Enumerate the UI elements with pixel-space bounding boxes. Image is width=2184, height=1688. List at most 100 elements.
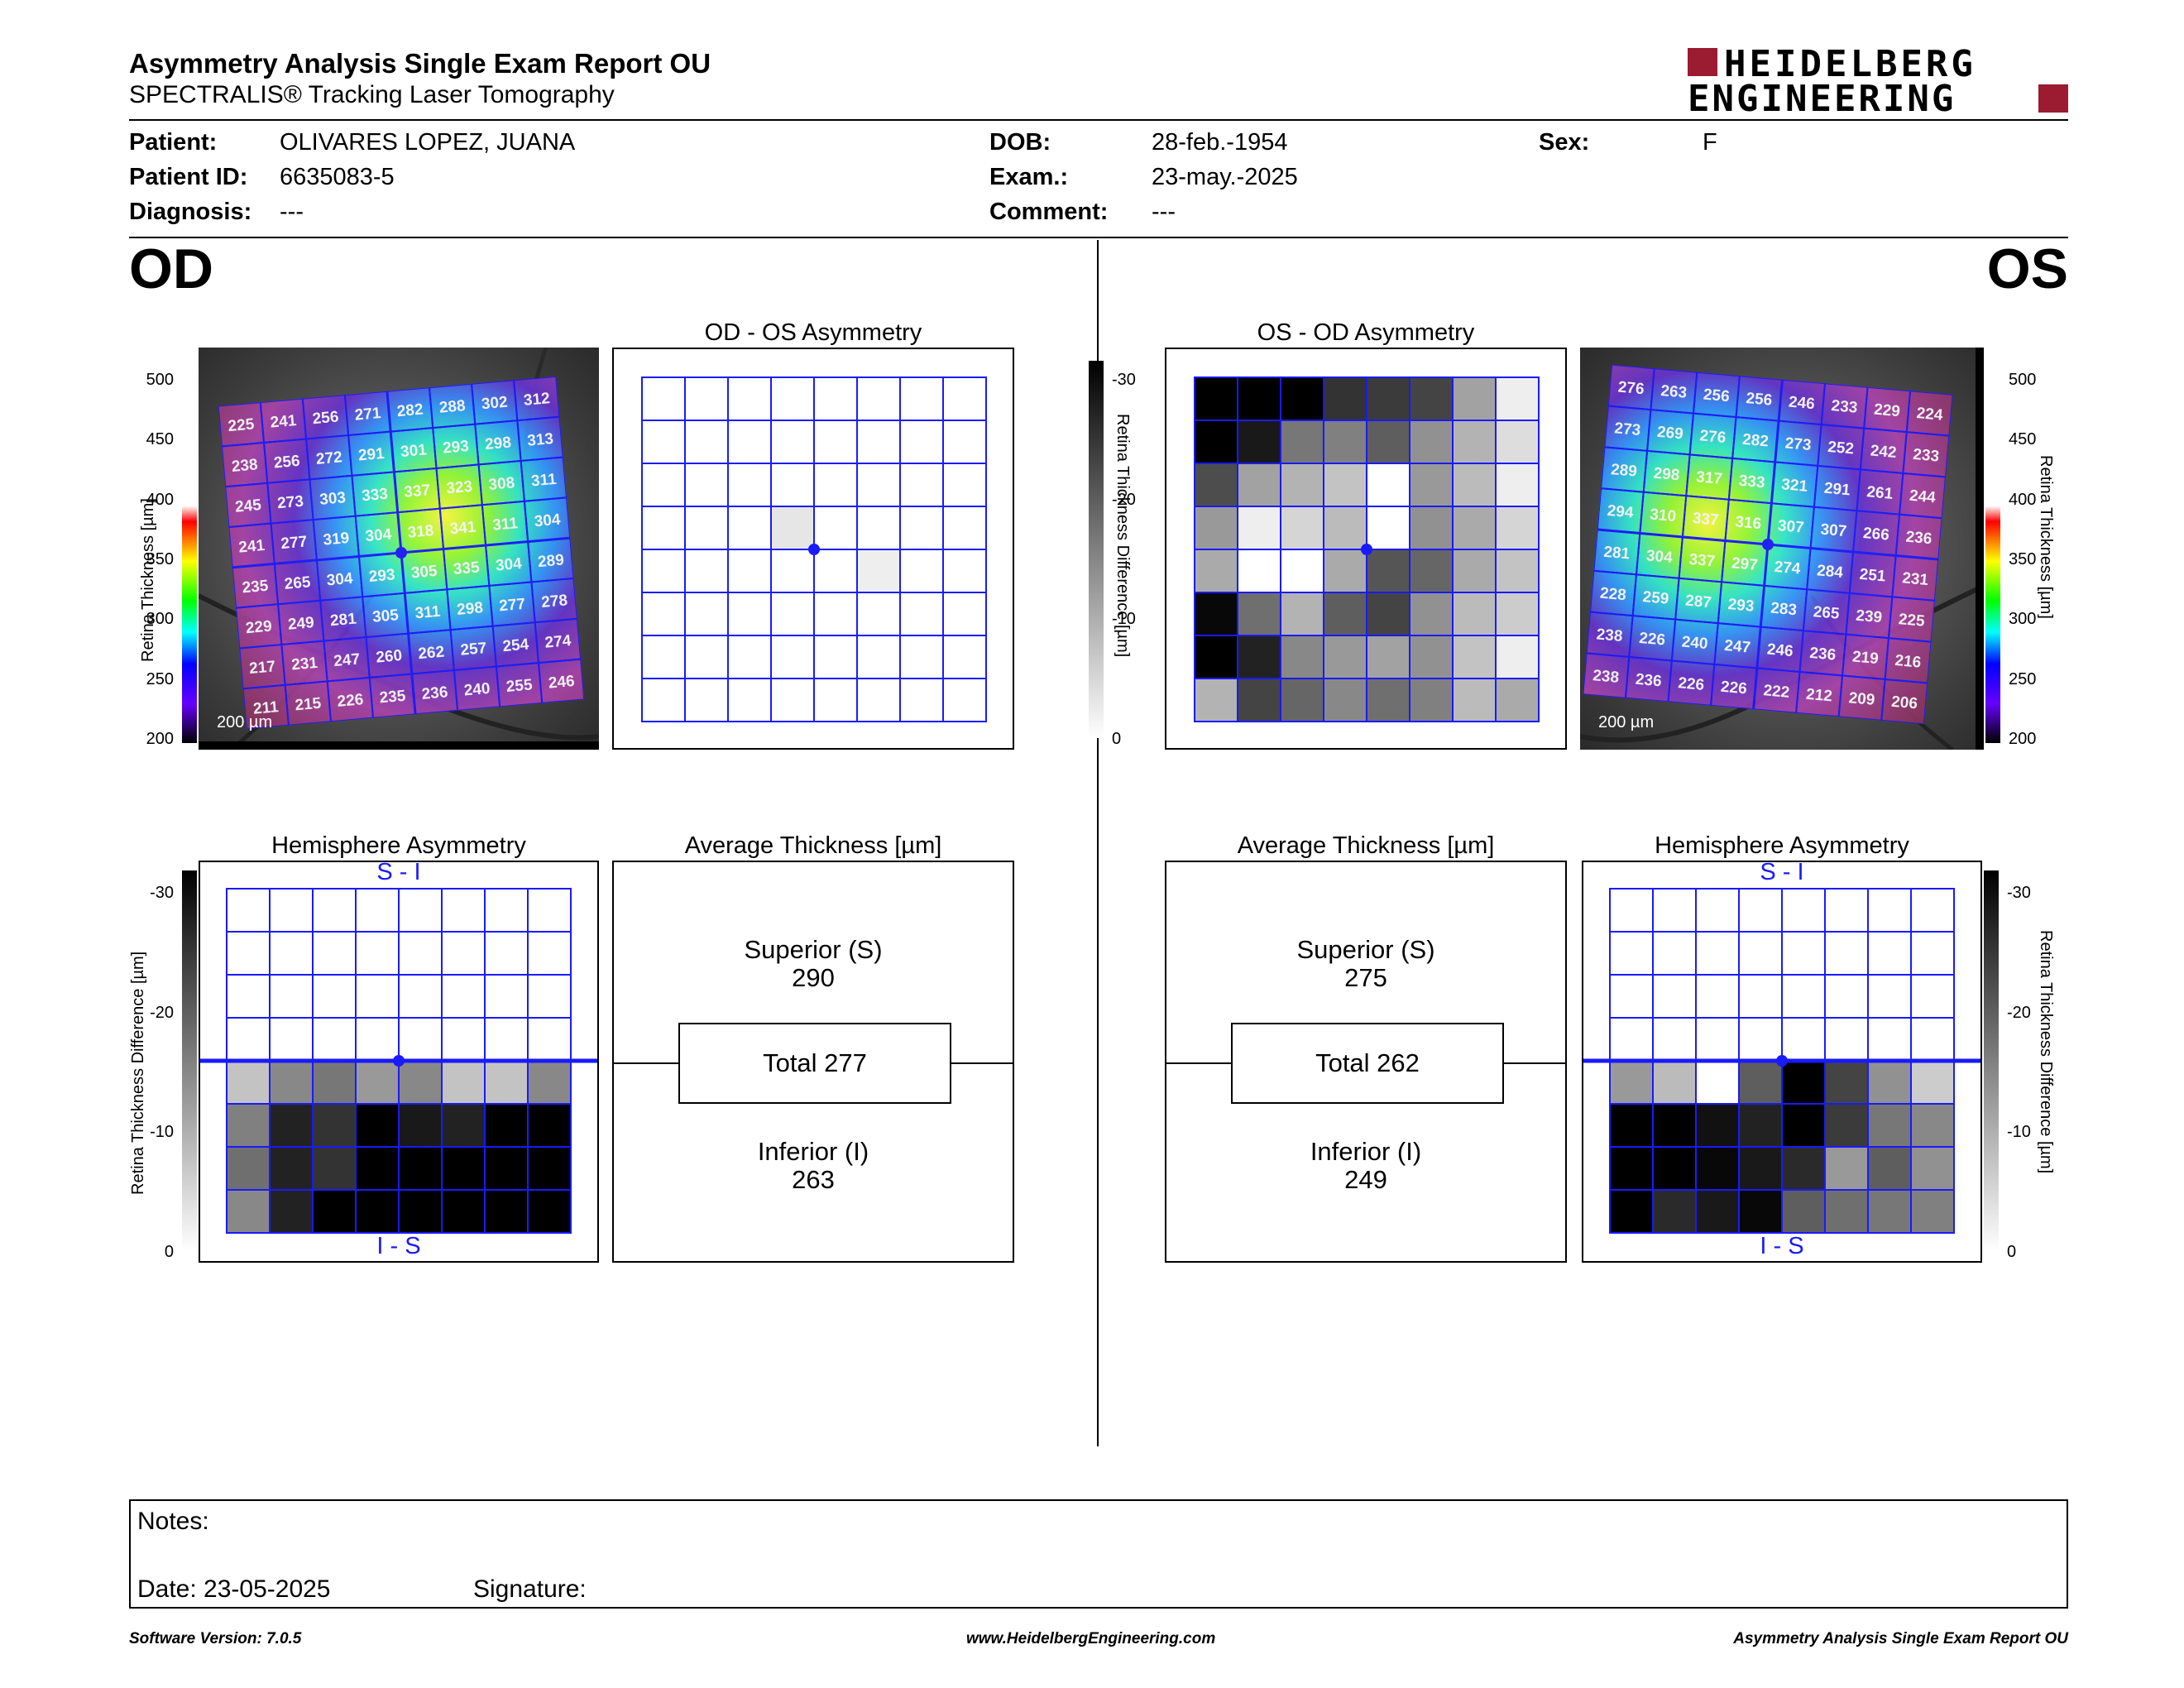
os-hemisphere-cell — [1695, 1189, 1740, 1234]
axis-tick-label: -20 — [150, 1003, 174, 1022]
axis-tick-label: 350 — [2009, 550, 2037, 568]
od-asymmetry-cell — [770, 592, 815, 636]
od-hemisphere-cell — [527, 1060, 572, 1105]
od-hemisphere-cell — [441, 1060, 486, 1105]
os-thickness-value: 276 — [1699, 427, 1727, 447]
od-thickness-value: 337 — [404, 482, 431, 501]
od-asymmetry-cell — [942, 635, 987, 679]
os-fundus-image: 276 263 256 256 246 233 229 224 273 269 276 282 273 2… — [1580, 348, 1984, 750]
os-hemisphere-cell — [1781, 1103, 1826, 1148]
od-asymmetry-cell — [770, 420, 815, 464]
od-hemisphere-cell — [527, 888, 572, 933]
os-asymmetry-cell — [1194, 549, 1238, 593]
od-hemisphere-cell — [484, 931, 529, 976]
os-thickness-value: 307 — [1777, 517, 1804, 537]
os-hemisphere-cell — [1781, 1017, 1826, 1062]
os-hemisphere-cell — [1738, 1189, 1783, 1234]
od-thickness-value: 277 — [498, 596, 525, 616]
os-thickness-value: 212 — [1805, 686, 1832, 706]
os-thickness-value: 269 — [1656, 424, 1684, 444]
os-thickness-value: 233 — [1912, 446, 1939, 466]
axis-tick-label: 250 — [146, 669, 174, 688]
os-asymmetry-cell — [1409, 635, 1454, 679]
od-hemisphere-cell — [441, 1103, 486, 1148]
os-asymmetry-cell — [1409, 420, 1454, 464]
os-thickness-value: 236 — [1905, 529, 1933, 549]
od-asymmetry-cell — [641, 376, 686, 421]
od-total-box: Total 277 — [678, 1023, 951, 1104]
od-asymmetry-cell — [899, 463, 944, 507]
od-asymmetry-cell — [813, 506, 858, 550]
os-asymmetry-cell — [1409, 376, 1454, 421]
os-hemisphere-cell — [1738, 1146, 1783, 1191]
od-hemisphere-cell — [226, 1189, 271, 1234]
od-asymmetry-cell — [942, 678, 987, 722]
os-hemisphere-cell — [1781, 1189, 1826, 1234]
center-divider — [1097, 240, 1099, 1446]
od-asymmetry-cell — [942, 420, 987, 464]
od-hemisphere-cell — [441, 888, 486, 933]
od-asymmetry-cell — [727, 635, 772, 679]
os-thickness-value: 276 — [1617, 379, 1645, 399]
od-hemisphere-cell — [269, 931, 314, 976]
os-hemisphere-cell — [1695, 1017, 1740, 1062]
os-total-box: Total 262 — [1231, 1023, 1504, 1104]
os-thickness-value: 304 — [1645, 547, 1674, 567]
os-asymmetry-cell — [1409, 506, 1454, 550]
od-asymmetry-cell — [856, 463, 901, 507]
od-thickness-value: 341 — [449, 519, 477, 539]
od-asymmetry-cell — [684, 635, 729, 679]
os-asymmetry-cell — [1495, 506, 1540, 550]
od-hemisphere-cell — [484, 1103, 529, 1148]
diagnosis-label: Diagnosis: — [129, 199, 252, 225]
od-hemisphere-cell — [441, 931, 486, 976]
od-asymmetry-cell — [770, 506, 815, 550]
od-eye-label: OD — [129, 237, 213, 300]
od-asymmetry-cell — [813, 463, 858, 507]
os-asymmetry-cell — [1280, 420, 1324, 464]
od-asymmetry-cell — [813, 678, 858, 722]
os-hemisphere-cell — [1867, 888, 1912, 933]
os-hemisphere-cell — [1781, 1060, 1826, 1105]
notes-box[interactable]: Notes: Date: 23-05-2025 Signature: — [129, 1499, 2068, 1609]
os-asymmetry-cell — [1366, 592, 1410, 636]
os-thickness-value: 261 — [1866, 483, 1894, 503]
axis-tick-label: 300 — [146, 610, 174, 629]
os-thickness-value: 337 — [1688, 551, 1716, 571]
od-thickness-value: 289 — [537, 551, 564, 571]
od-thickness-value: 335 — [453, 559, 481, 578]
od-asymmetry-cell — [770, 463, 815, 507]
os-hemisphere-cell — [1738, 1103, 1783, 1148]
od-asymmetry-cell — [684, 463, 729, 507]
od-hemisphere-cell — [527, 1189, 572, 1234]
os-hemisphere-cell — [1824, 888, 1869, 933]
od-asymmetry-cell — [899, 376, 944, 421]
os-hemisphere-cell — [1609, 1017, 1654, 1062]
od-scale-bar: 200 µm — [217, 713, 273, 731]
os-asymmetry-cell — [1409, 463, 1454, 507]
axis-tick-label: 500 — [2009, 371, 2037, 389]
os-hemisphere-cell — [1867, 1189, 1912, 1234]
os-asymmetry-cell — [1237, 549, 1281, 593]
od-thickness-value: 215 — [295, 695, 323, 715]
od-thickness-value: 235 — [242, 578, 270, 597]
os-thickness-value: 291 — [1823, 480, 1851, 500]
od-hemisphere-cell — [355, 1017, 400, 1062]
od-asymmetry-cell — [684, 592, 729, 636]
od-hemisphere-cell — [312, 1103, 357, 1148]
os-thickness-value: 281 — [1603, 544, 1631, 563]
os-asymmetry-cell — [1194, 635, 1238, 679]
notes-label: Notes: — [137, 1508, 209, 1535]
od-thickness-value: 265 — [284, 573, 312, 593]
os-asymmetry-cell — [1194, 678, 1238, 722]
os-eye-label: OS — [1986, 237, 2068, 300]
od-diff-colorbar — [182, 870, 197, 1251]
axis-tick-label: 500 — [146, 371, 174, 389]
os-diff-colorbar — [1089, 361, 1104, 738]
axis-tick-label: 200 — [2009, 730, 2037, 748]
os-hemisphere-cell — [1867, 1017, 1912, 1062]
os-thickness-value: 229 — [1873, 401, 1900, 421]
od-hemisphere-cell — [312, 888, 357, 933]
od-thickness-cell — [537, 658, 585, 704]
footer-url[interactable]: www.HeidelbergEngineering.com — [966, 1630, 1216, 1647]
